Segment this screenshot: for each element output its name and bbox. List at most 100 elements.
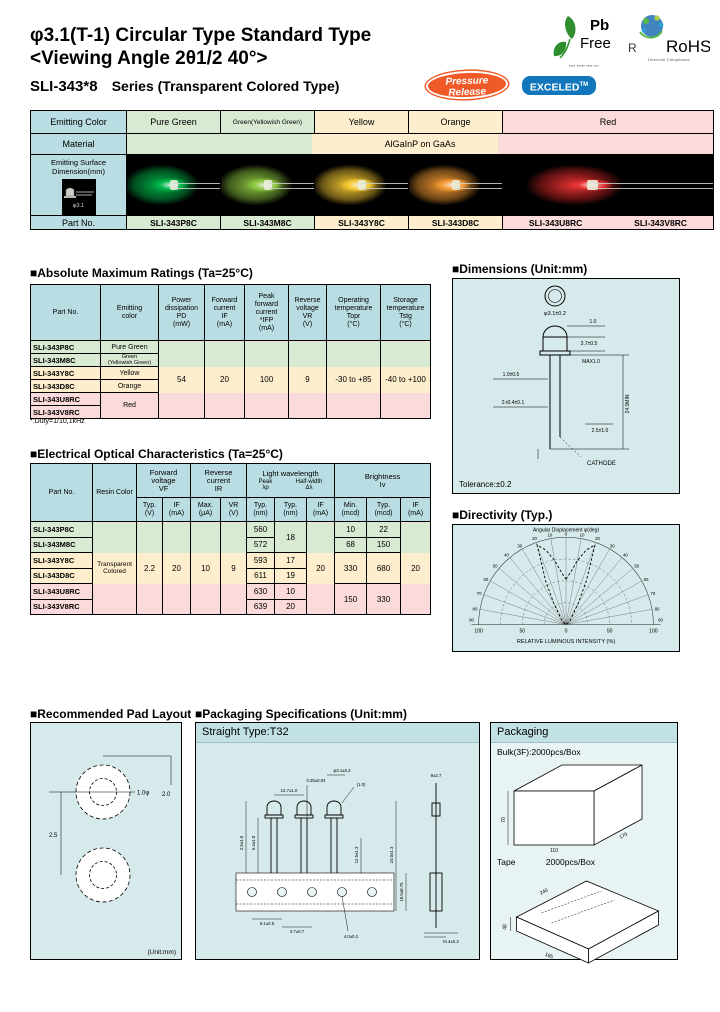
tape-dim-label: 48 — [503, 924, 509, 930]
bulk-box-drawing: 70 110 170 — [501, 764, 643, 853]
straight-type-subtitle: Straight Type:T32 — [196, 723, 479, 743]
title-line-1: φ3.1(T-1) Circular Type Standard Type — [30, 25, 372, 46]
sub-br-min: Min. (mcd) — [334, 497, 368, 522]
sub-lw-if: IF (mA) — [306, 497, 336, 522]
hdr-part-no: Part No. — [30, 284, 101, 341]
pad-layout-drawing: 1.0φ 2.0 2.5 — [49, 755, 172, 903]
cell-part: SLI-343D8C — [30, 567, 93, 584]
svg-text:RoHS: RoHS — [666, 37, 710, 56]
led-lead — [457, 182, 502, 184]
tape-box-drawing: 240 48 185 — [503, 880, 660, 964]
cell-emitting: Green (Yellowish Green) — [100, 353, 159, 367]
row-label-part-no: Part No. — [31, 216, 126, 229]
intensity-tick: 0 — [565, 629, 568, 635]
cell-emitting: Pure Green — [100, 340, 159, 354]
tape-dim-label: 240 — [539, 887, 549, 896]
table-row: SLI-343P8C Pure Green 54 20 100 9 -30 to… — [30, 340, 431, 419]
col-header-orange: Orange — [409, 111, 502, 133]
intensity-tick: 50 — [519, 629, 525, 635]
series-number: SLI-343*8 — [30, 78, 98, 95]
cathode-label: CATHODE — [587, 461, 616, 467]
cell-typ: 330 — [366, 583, 402, 615]
angle-tick: 60 — [483, 577, 488, 582]
table-row: SLI-343Y8C 593 17 330 680 — [30, 552, 431, 584]
cell-part: SLI-343M8C — [30, 353, 101, 367]
dimensions-title: ■Dimensions (Unit:mm) — [452, 262, 588, 276]
rohs-globe-icon: RoHS R — [628, 15, 710, 56]
directivity-title: ■Directivity (Typ.) — [452, 508, 553, 522]
spec-dim-label: 18.5±0.75 — [399, 882, 404, 902]
cell-peak: 611 — [246, 567, 276, 584]
part-sli-343v8rc: SLI-343V8RC — [634, 217, 688, 228]
cell-pd: 54 — [158, 340, 205, 419]
exceled-tm: TM — [579, 82, 589, 88]
packaging-spec-title: ■Packaging Specifications (Unit:mm) — [195, 707, 407, 721]
pressure-line2: Release — [448, 86, 487, 99]
series-title: SLI-343*8 Series (Transparent Colored Ty… — [30, 78, 339, 95]
cell-vf-typ: 2.2 — [136, 521, 163, 615]
dim-label: 1.0 — [590, 319, 597, 325]
cell-peak: 572 — [246, 536, 276, 553]
part-sli-343d8c: SLI-343D8C — [409, 216, 502, 229]
angle-tick: 60 — [644, 577, 649, 582]
angle-tick: 0 — [565, 532, 568, 537]
rohs-logo: RoHS R Directive Compliance — [628, 12, 710, 62]
tape-dim-label: 185 — [544, 952, 554, 961]
svg-text:Pb: Pb — [590, 17, 609, 34]
series-suffix: Series (Transparent Colored Type) — [111, 78, 340, 94]
cell-emitting: Red — [100, 392, 159, 419]
exceled-badge: EXCELEDTM — [522, 76, 596, 95]
red-glow — [503, 155, 713, 215]
dim-label: 24.0MIN — [625, 394, 631, 413]
led-package — [451, 180, 461, 190]
cell-br-if: 20 — [400, 521, 432, 615]
angle-tick: 30 — [517, 543, 522, 548]
photo-pure-green-led — [127, 155, 220, 215]
row-label-emitting-color: Emitting Color — [31, 111, 126, 133]
rohs-caption: Directive Compliance — [648, 57, 690, 62]
intensity-axis-label: RELATIVE LUMINOUS INTENSITY (%) — [517, 639, 615, 645]
sub-vf-if: IF (mA) — [161, 497, 192, 522]
photo-red-led — [503, 155, 713, 215]
electrical-table: Part No. Resin Color Forward voltage VF … — [30, 463, 432, 615]
pbfree-leaf-icon: Pb Free — [553, 16, 611, 59]
spec-dim-label: 24.0±1.3 — [389, 846, 394, 863]
spec-dim-label: 12.5±1.3 — [354, 846, 359, 863]
photo-yellowish-green-led — [221, 155, 314, 215]
part-sli-343y8c: SLI-343Y8C — [315, 216, 408, 229]
tolerance-note: Tolerance:±0.2 — [459, 480, 512, 489]
led-dimension-drawing: φ3.1±0.2 1.0 3.7±0.5 MAX1.0 24.0MIN — [493, 285, 631, 467]
pad-unit-note: (Unit:mm) — [147, 949, 176, 956]
cell-min: 10 — [334, 521, 368, 538]
dim-diameter-label: φ3.1±0.2 — [544, 311, 566, 317]
spec-dim-label: (1.0) — [357, 782, 366, 787]
hdr-reverse-current: Reverse current IR — [190, 463, 248, 498]
angle-tick: 40 — [504, 553, 509, 558]
hdr-storage-temp: Storage temperature Tstg (°C) — [380, 284, 431, 341]
cell-part: SLI-343Y8C — [30, 366, 101, 380]
tape-qty-line: Tape 2000pcs/Box — [491, 853, 677, 867]
cell-part: SLI-343D8C — [30, 379, 101, 393]
spec-dim-label: 5.4±1.0 — [251, 835, 256, 850]
angle-tick: 30 — [610, 543, 615, 548]
hdr-peak-forward-current: Peak forward current *IFP (mA) — [244, 284, 289, 341]
hdr-emitting-color: Emitting color — [100, 284, 159, 341]
cell-part: SLI-343P8C — [30, 340, 101, 354]
ratings-footnote: *:Duty=1/10,1kHz — [30, 418, 85, 425]
cell-ir-max: 10 — [190, 521, 222, 615]
hdr-part-no: Part No. — [30, 463, 93, 522]
cell-half: 19 — [274, 567, 308, 584]
cell-peak: 639 — [246, 598, 276, 615]
lw-peak-label: Peak λp — [258, 479, 273, 491]
table-row: SLI-343M8C Green (Yellowish Green) — [30, 353, 431, 367]
col-header-yellow: Yellow — [315, 111, 408, 133]
bulk-qty-label: Bulk(3F):2000pcs/Box — [497, 747, 581, 757]
led-lead — [457, 188, 502, 189]
dim-label: MAX1.0 — [582, 359, 600, 365]
sub-br-typ: Typ. (mcd) — [366, 497, 402, 522]
led-lead — [175, 182, 220, 184]
angle-tick: 80 — [473, 606, 478, 611]
packaging-header: Packaging — [491, 723, 677, 743]
cell-half: 20 — [274, 598, 308, 615]
